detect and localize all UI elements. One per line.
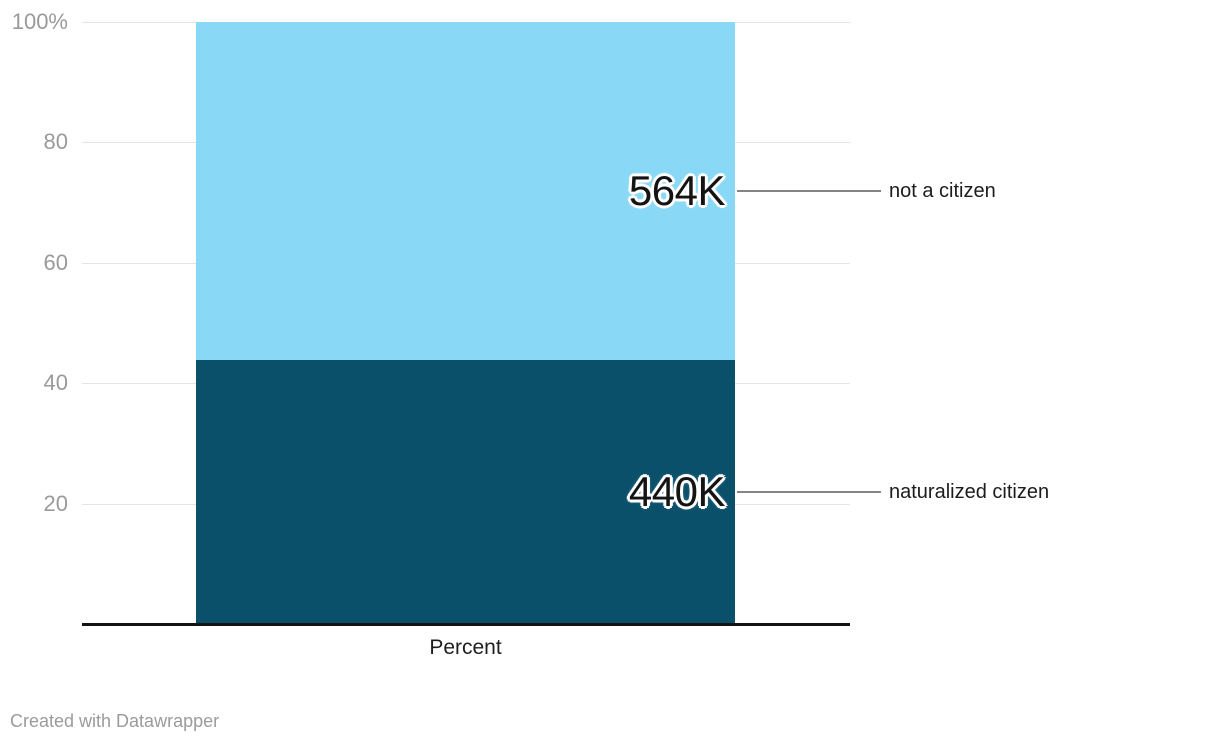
series-label: naturalized citizen: [889, 481, 1050, 504]
y-tick-label: 40: [43, 370, 68, 396]
x-axis-line: [82, 623, 850, 626]
bar-segment-naturalized-citizen[interactable]: [196, 360, 735, 624]
connector-line: [737, 491, 881, 494]
value-label: 564K: [628, 167, 726, 215]
y-tick-label: 60: [43, 249, 68, 275]
datawrapper-credit-link[interactable]: Created with Datawrapper: [10, 711, 220, 731]
bar-segment-not-a-citizen[interactable]: [196, 22, 735, 361]
y-tick-label: 80: [43, 129, 68, 155]
value-label: 440K: [628, 468, 726, 516]
x-axis-label: Percent: [429, 636, 502, 659]
series-label: not a citizen: [889, 180, 996, 203]
y-tick-label: 100%: [11, 9, 68, 34]
y-tick-label: 20: [43, 490, 68, 516]
connector-line: [737, 190, 881, 193]
